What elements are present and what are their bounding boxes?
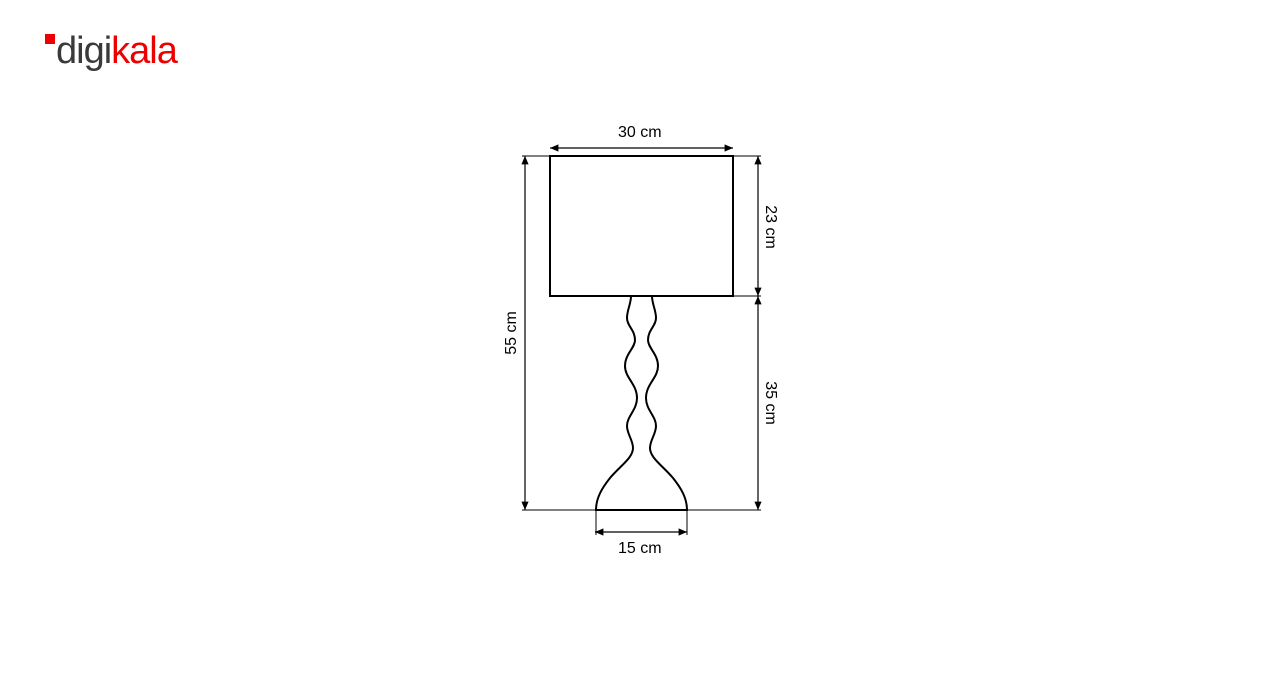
brand-logo: digikala xyxy=(45,30,177,73)
lamp-stand xyxy=(596,296,687,510)
label-total-height: 55 cm xyxy=(503,311,521,355)
label-shade-width: 30 cm xyxy=(618,124,662,142)
lamp-shade xyxy=(550,156,733,296)
label-base-width: 15 cm xyxy=(618,540,662,558)
logo-text-digi: digi xyxy=(56,30,111,72)
label-stand-height: 35 cm xyxy=(761,381,779,425)
label-shade-height: 23 cm xyxy=(761,205,779,249)
lamp-svg xyxy=(460,120,820,640)
lamp-dimension-diagram: 30 cm 55 cm 23 cm 35 cm 15 cm xyxy=(460,120,820,640)
logo-text-kala: kala xyxy=(111,30,177,72)
logo-square xyxy=(45,34,55,44)
